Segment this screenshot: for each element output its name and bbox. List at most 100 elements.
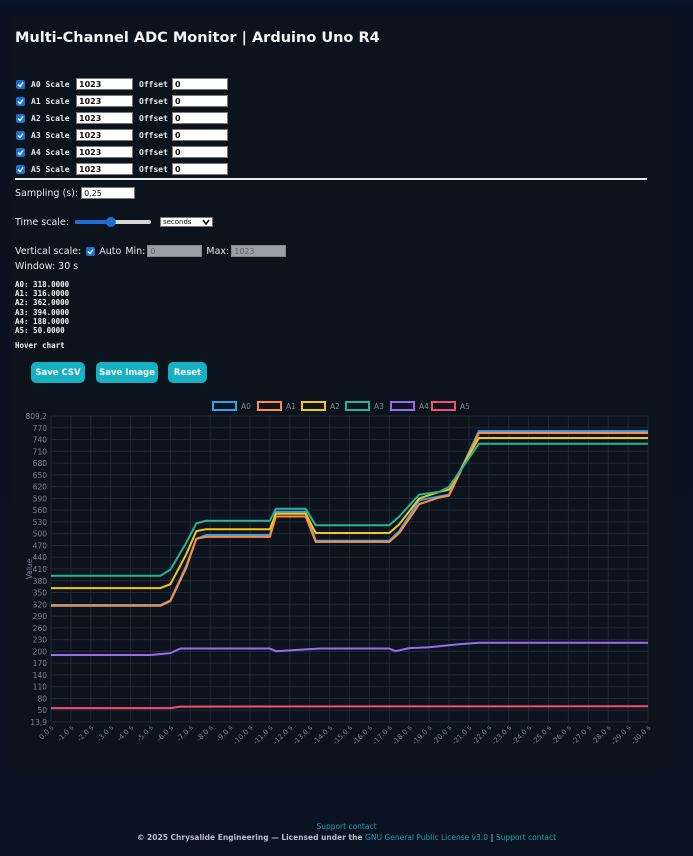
channel-label: A3 Scale xyxy=(31,130,70,140)
window-label: Window: 30 s xyxy=(15,261,79,272)
save-image-button[interactable]: Save Image xyxy=(96,362,158,383)
offset-input[interactable]: 0 xyxy=(172,95,228,107)
legend-swatch-a2[interactable] xyxy=(301,401,326,411)
y-tick-label: 80 xyxy=(37,694,47,703)
scale-input[interactable]: 1023 xyxy=(76,129,133,141)
check-icon xyxy=(87,248,94,255)
scale-input[interactable]: 1023 xyxy=(76,78,133,90)
scale-input[interactable]: 1023 xyxy=(76,146,133,158)
x-tick-label: -7.0 s xyxy=(175,724,195,744)
legend-swatch-a5[interactable] xyxy=(431,401,456,411)
x-tick-label: -19.0 s xyxy=(411,724,434,747)
y-tick-label: 380 xyxy=(33,577,48,586)
hover-hint: Hover chart xyxy=(15,341,65,350)
x-tick-label: -3.0 s xyxy=(96,724,116,744)
adc-chart[interactable]: 809,2 770 740 710 680 650 620 590 560 530 500 470 44… xyxy=(15,395,660,753)
x-tick-label: -26.0 s xyxy=(550,724,573,747)
x-tick-label: -13.0 s xyxy=(291,724,314,747)
legend-swatch-a1[interactable] xyxy=(257,401,282,411)
readout-a5: A5: 50.0000 xyxy=(15,326,65,336)
offset-input[interactable]: 0 xyxy=(172,78,228,90)
y-axis-label: Value xyxy=(25,558,34,579)
x-tick-label: -15.0 s xyxy=(331,724,354,747)
offset-input[interactable]: 0 xyxy=(172,146,228,158)
channel-checkbox[interactable] xyxy=(16,96,25,106)
x-tick-label: -23.0 s xyxy=(490,724,513,747)
y-tick-label: 770 xyxy=(33,424,48,433)
y-tick-label: 200 xyxy=(33,647,48,656)
x-tick-label: -30.0 s xyxy=(630,724,653,747)
reset-button[interactable]: Reset xyxy=(168,362,207,383)
legend-swatch-a3[interactable] xyxy=(345,401,370,411)
check-icon xyxy=(17,98,24,105)
scale-input[interactable]: 1023 xyxy=(76,112,133,124)
offset-input[interactable]: 0 xyxy=(172,163,228,175)
sampling-label: Sampling (s): xyxy=(15,187,79,199)
y-tick-label: 650 xyxy=(33,471,48,480)
support-link[interactable]: Support contact xyxy=(495,833,557,842)
readout-a4: A4: 188.0000 xyxy=(15,316,70,326)
y-tick-label: 560 xyxy=(33,506,48,515)
readout-a0: A0: 318.0000 xyxy=(15,280,70,289)
max-input[interactable]: 1023 xyxy=(231,245,287,257)
y-tick-label: 140 xyxy=(33,671,48,680)
time-scale-slider[interactable] xyxy=(73,216,155,228)
auto-checkbox[interactable] xyxy=(86,246,96,256)
x-tick-label: -14.0 s xyxy=(311,724,334,747)
legend-label-a5[interactable]: A5 xyxy=(460,402,470,411)
offset-label: Offset xyxy=(139,79,168,89)
x-tick-label: -22.0 s xyxy=(471,724,494,747)
scale-input[interactable]: 1023 xyxy=(76,95,133,107)
sampling-input[interactable]: 0,25 xyxy=(81,187,136,199)
offset-input[interactable]: 0 xyxy=(172,112,228,124)
chevron-down-icon xyxy=(202,219,210,225)
x-tick-label: -29.0 s xyxy=(610,724,633,747)
x-tick-label: -28.0 s xyxy=(590,724,613,747)
license-link[interactable]: GNU General Public License v3.0 xyxy=(365,833,488,842)
x-tick-label: -1.0 s xyxy=(56,724,76,744)
legend-label-a0[interactable]: A0 xyxy=(241,402,251,411)
offset-input[interactable]: 0 xyxy=(172,129,228,141)
channel-row-a3: A3 Scale 1023 Offset 0 xyxy=(16,128,228,142)
x-tick-label: -24.0 s xyxy=(510,724,533,747)
legend-swatch-a0[interactable] xyxy=(212,401,237,411)
y-tick-label: 590 xyxy=(33,494,48,503)
time-unit-select[interactable]: seconds xyxy=(159,217,213,227)
scale-input[interactable]: 1023 xyxy=(76,163,133,175)
y-tick-label: 320 xyxy=(33,600,48,609)
channel-label: A5 Scale xyxy=(31,164,70,174)
y-tick-label: 530 xyxy=(33,518,48,527)
legend-label-a3[interactable]: A3 xyxy=(374,402,384,411)
channel-label: A4 Scale xyxy=(31,147,70,157)
channel-checkbox[interactable] xyxy=(16,130,25,140)
x-tick-label: -16.0 s xyxy=(351,724,374,747)
y-tick-label: 410 xyxy=(33,565,48,574)
channel-checkbox[interactable] xyxy=(16,164,25,174)
y-tick-label: 680 xyxy=(33,459,48,468)
x-tick-label: -27.0 s xyxy=(570,724,593,747)
legend-label-a2[interactable]: A2 xyxy=(330,402,340,411)
channel-checkbox[interactable] xyxy=(16,113,25,123)
min-input[interactable]: 0 xyxy=(147,245,203,257)
y-tick-label: 470 xyxy=(33,541,48,550)
channel-row-a1: A1 Scale 1023 Offset 0 xyxy=(16,94,228,108)
time-scale-label: Time scale: xyxy=(15,216,69,228)
channel-checkbox[interactable] xyxy=(16,147,25,157)
footer-support-link[interactable]: Support contact xyxy=(316,822,377,831)
check-icon xyxy=(17,132,24,139)
x-tick-label: -18.0 s xyxy=(391,724,414,747)
x-tick-label: -2.0 s xyxy=(76,724,96,744)
y-tick-label: 260 xyxy=(33,624,48,633)
channel-checkbox[interactable] xyxy=(16,79,25,89)
y-tick-label: 50 xyxy=(37,706,47,715)
page-title: Multi-Channel ADC Monitor | Arduino Uno … xyxy=(15,30,380,46)
y-tick-label: 440 xyxy=(33,553,48,562)
save-csv-button[interactable]: Save CSV xyxy=(31,362,85,383)
legend-label-a1[interactable]: A1 xyxy=(286,402,296,411)
y-tick-label: 110 xyxy=(33,683,48,692)
readout-list: A0: 318.0000 A1: 316.0000 A2: 362.0000 A… xyxy=(15,280,69,335)
legend-label-a4[interactable]: A4 xyxy=(419,402,429,411)
legend-swatch-a4[interactable] xyxy=(390,401,415,411)
y-tick-label: 500 xyxy=(33,530,48,539)
x-tick-label: -4.0 s xyxy=(116,724,136,744)
